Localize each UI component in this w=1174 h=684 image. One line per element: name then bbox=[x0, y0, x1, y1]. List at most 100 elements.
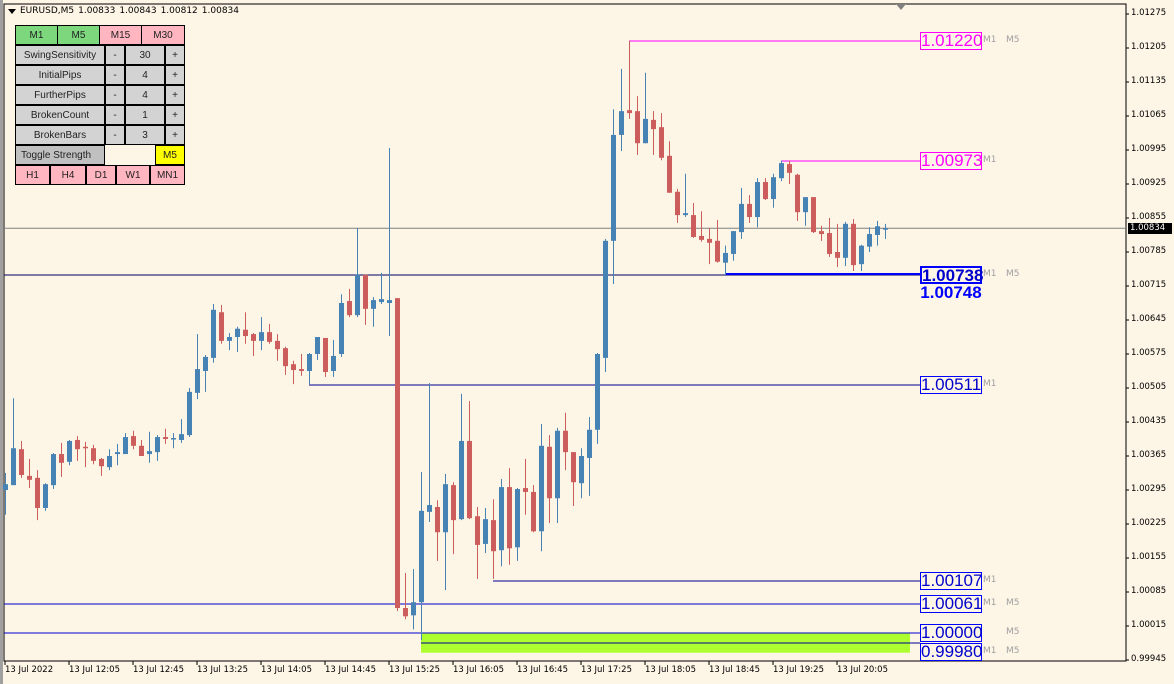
candle-body bbox=[803, 197, 808, 213]
toggle-strength-timeframe[interactable]: M5 bbox=[155, 145, 185, 165]
candle-body bbox=[587, 429, 592, 458]
candle-body bbox=[195, 369, 200, 393]
initial-pips-value[interactable]: 4 bbox=[125, 65, 165, 85]
candle-body bbox=[339, 303, 344, 354]
level-price-label[interactable]: 1.00973 bbox=[920, 151, 983, 170]
bull-candle bbox=[755, 178, 760, 228]
toggle-strength-button[interactable]: Toggle Strength bbox=[15, 145, 105, 165]
bull-candle bbox=[611, 109, 616, 285]
param-label-further-pips: FurtherPips bbox=[15, 85, 105, 105]
bear-candle bbox=[651, 111, 656, 155]
candle-body bbox=[443, 484, 448, 533]
bear-candle bbox=[83, 441, 88, 468]
bear-candle bbox=[835, 223, 840, 268]
bull-candle bbox=[859, 244, 864, 271]
bull-candle bbox=[595, 353, 600, 444]
further-pips-value[interactable]: 4 bbox=[125, 85, 165, 105]
bear-candle bbox=[323, 337, 328, 377]
swing-sensitivity-value[interactable]: 30 bbox=[125, 45, 165, 65]
level-price-label[interactable]: 1.00738 bbox=[920, 266, 984, 285]
level-price-label[interactable]: 0.99980 bbox=[920, 642, 983, 661]
price-tick-label: 1.00085 bbox=[1131, 586, 1167, 596]
further-pips-plus-button[interactable]: + bbox=[165, 85, 185, 105]
bull-candle bbox=[587, 417, 592, 496]
bull-candle bbox=[883, 223, 888, 239]
param-label-swing-sensitivity: SwingSensitivity bbox=[15, 45, 105, 65]
broken-bars-value[interactable]: 3 bbox=[125, 125, 165, 145]
price-tick-label: 1.00925 bbox=[1131, 178, 1167, 188]
price-tick-label: 1.00015 bbox=[1131, 620, 1167, 630]
price-tick-label: 1.00365 bbox=[1131, 450, 1167, 460]
level-price-label[interactable]: 1.00000 bbox=[920, 623, 983, 642]
candle-body bbox=[547, 446, 552, 499]
swing-sensitivity-minus-button[interactable]: - bbox=[105, 45, 125, 65]
bull-candle bbox=[875, 220, 880, 246]
tf-button-m30[interactable]: M30 bbox=[141, 25, 185, 45]
chart-shift-marker[interactable] bbox=[896, 4, 906, 10]
price-tick-label: 1.00645 bbox=[1131, 314, 1167, 324]
tf-button-m1[interactable]: M1 bbox=[15, 25, 58, 45]
candle-body bbox=[819, 231, 824, 235]
candle-body bbox=[675, 191, 680, 216]
price-tick-label: 1.00995 bbox=[1131, 144, 1167, 154]
candle-body bbox=[627, 110, 632, 114]
time-tick-label: 13 Jul 18:05 bbox=[645, 665, 696, 675]
time-tick-label: 13 Jul 14:45 bbox=[325, 665, 376, 675]
bear-candle bbox=[571, 452, 576, 507]
broken-count-plus-button[interactable]: + bbox=[165, 105, 185, 125]
candle-body bbox=[835, 252, 840, 258]
candle-body bbox=[187, 391, 192, 436]
bull-candle bbox=[683, 173, 688, 218]
bear-candle bbox=[699, 211, 704, 242]
candle-body bbox=[603, 240, 608, 358]
candle-body bbox=[683, 213, 688, 216]
price-tick-label: 1.00295 bbox=[1131, 484, 1167, 494]
further-pips-minus-button[interactable]: - bbox=[105, 85, 125, 105]
bull-candle bbox=[43, 483, 48, 511]
candle-body bbox=[427, 505, 432, 512]
window-edge bbox=[0, 0, 3, 684]
candle-body bbox=[99, 458, 104, 467]
candle-body bbox=[651, 119, 656, 130]
level-price-label[interactable]: 1.00511 bbox=[920, 375, 982, 394]
level-price-label[interactable]: 1.00107 bbox=[920, 571, 983, 590]
broken-bars-minus-button[interactable]: - bbox=[105, 125, 125, 145]
tf-button-m5[interactable]: M5 bbox=[57, 25, 100, 45]
collapse-triangle-icon[interactable] bbox=[8, 8, 16, 14]
tf-button-mn1[interactable]: MN1 bbox=[150, 165, 185, 185]
bull-candle bbox=[107, 449, 112, 471]
broken-bars-plus-button[interactable]: + bbox=[165, 125, 185, 145]
bear-candle bbox=[363, 274, 368, 325]
tf-button-w1[interactable]: W1 bbox=[116, 165, 150, 185]
bear-candle bbox=[563, 412, 568, 471]
bear-candle bbox=[787, 160, 792, 184]
swing-sensitivity-plus-button[interactable]: + bbox=[165, 45, 185, 65]
initial-pips-plus-button[interactable]: + bbox=[165, 65, 185, 85]
level-timeframe-tag: M1 bbox=[983, 155, 997, 165]
bear-candle bbox=[435, 500, 440, 561]
tf-button-h4[interactable]: H4 bbox=[50, 165, 86, 185]
broken-count-minus-button[interactable]: - bbox=[105, 105, 125, 125]
level-timeframe-tag: M1 bbox=[983, 269, 997, 279]
bull-candle bbox=[227, 333, 232, 351]
candle-body bbox=[83, 446, 88, 449]
broken-count-value[interactable]: 1 bbox=[125, 105, 165, 125]
bear-candle bbox=[403, 573, 408, 620]
bull-candle bbox=[579, 448, 584, 499]
initial-pips-minus-button[interactable]: - bbox=[105, 65, 125, 85]
price-tick-label: 1.00785 bbox=[1131, 246, 1167, 256]
candle-body bbox=[67, 440, 72, 462]
bear-candle bbox=[795, 173, 800, 221]
tf-button-m15[interactable]: M15 bbox=[99, 25, 142, 45]
level-price-label[interactable]: 1.01220 bbox=[920, 31, 983, 50]
bull-candle bbox=[195, 334, 200, 400]
bull-candle bbox=[179, 419, 184, 443]
bear-candle bbox=[691, 202, 696, 238]
tf-button-d1[interactable]: D1 bbox=[86, 165, 116, 185]
bear-candle bbox=[99, 457, 104, 476]
tf-button-h1[interactable]: H1 bbox=[15, 165, 50, 185]
time-tick-label: 13 Jul 12:05 bbox=[69, 665, 120, 675]
candle-body bbox=[515, 489, 520, 548]
level-price-label[interactable]: 1.00061 bbox=[920, 594, 983, 613]
